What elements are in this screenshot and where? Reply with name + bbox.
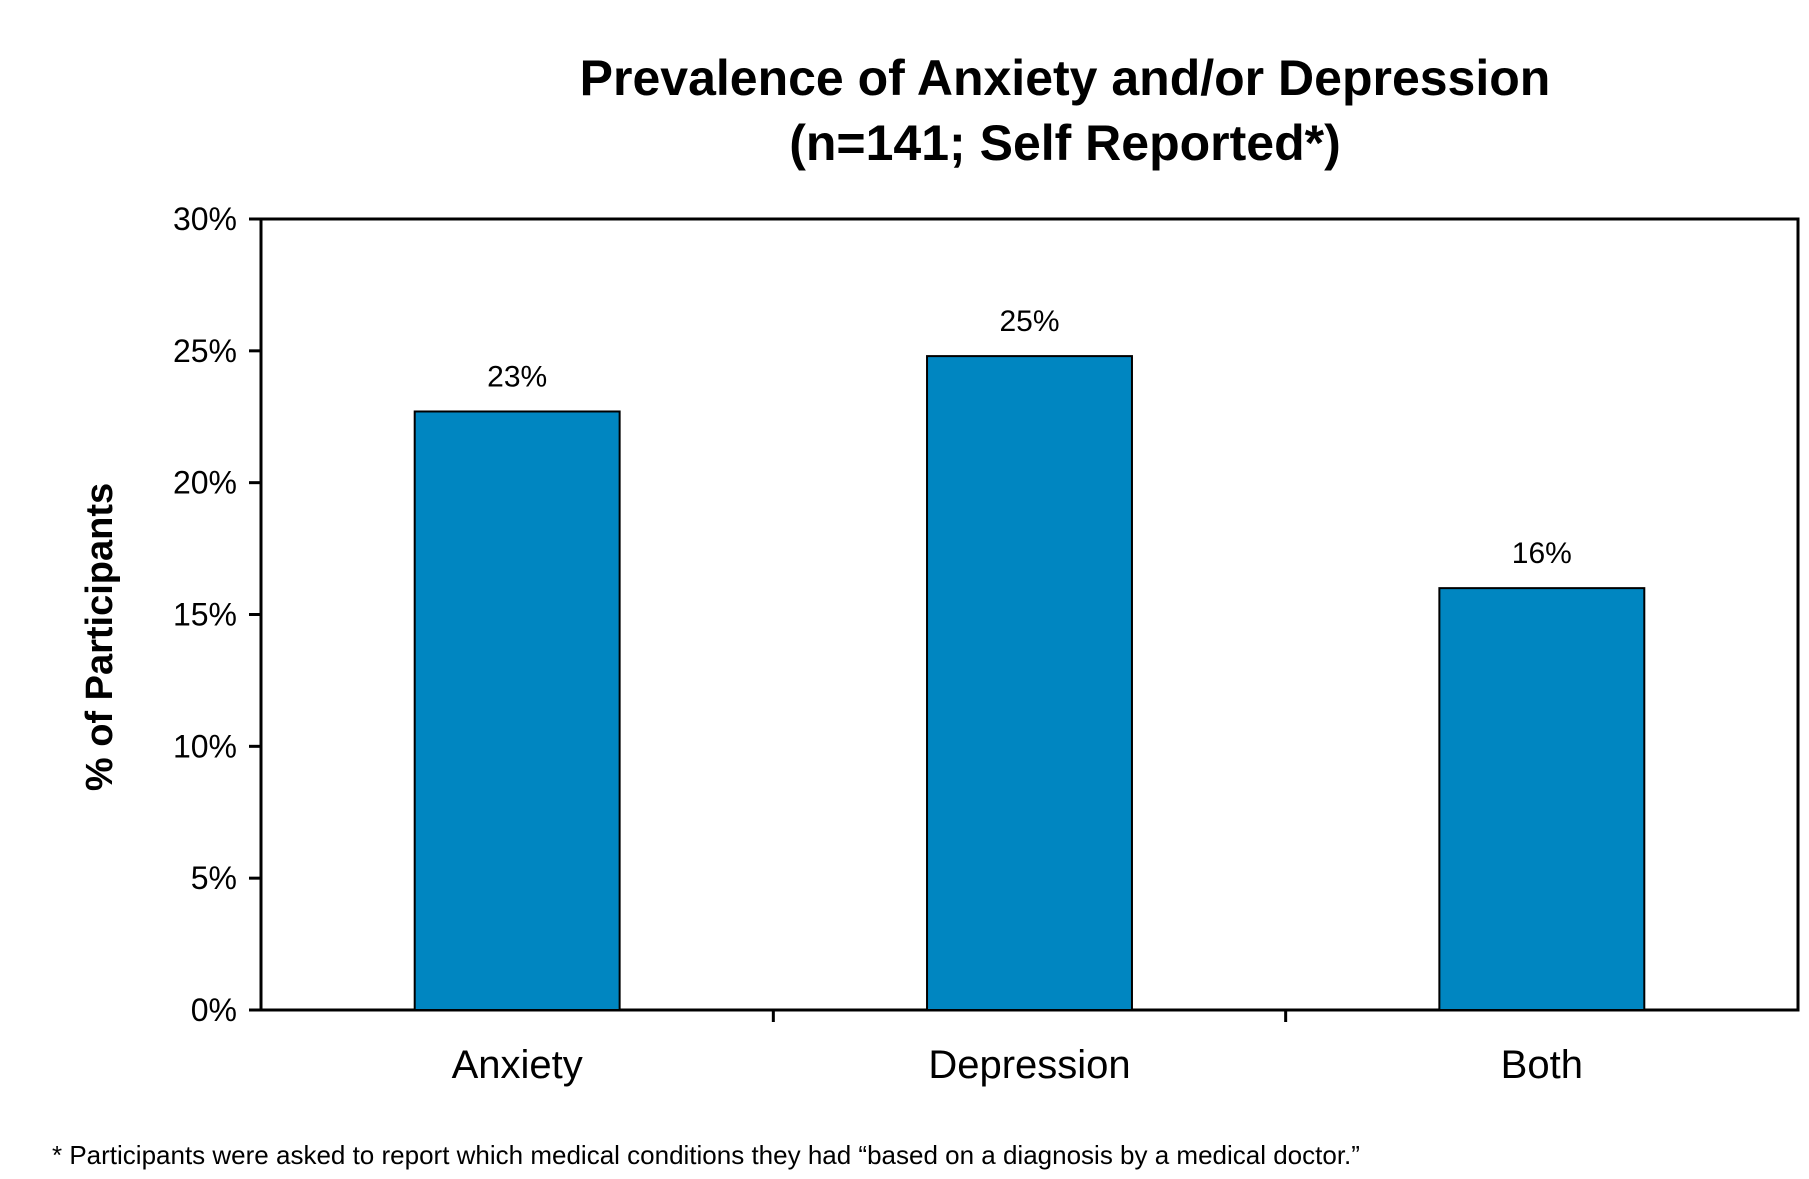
data-label: 16%	[1512, 537, 1572, 570]
footnote: * Participants were asked to report whic…	[52, 1140, 1360, 1170]
bar-depression	[926, 355, 1133, 1011]
data-label: 25%	[999, 305, 1059, 338]
chart-subtitle: (n=141; Self Reported*)	[789, 115, 1341, 171]
y-tick-label: 10%	[173, 728, 237, 764]
chart-title: Prevalence of Anxiety and/or Depression	[580, 50, 1551, 106]
data-label: 23%	[487, 360, 547, 393]
x-category-label: Both	[1501, 1043, 1583, 1087]
x-category-label: Anxiety	[452, 1043, 583, 1087]
y-tick-label: 0%	[191, 992, 237, 1028]
y-tick-label: 15%	[173, 597, 237, 633]
y-axis-label: % of Participants	[79, 483, 121, 791]
y-tick-label: 5%	[191, 860, 237, 896]
x-category-label: Depression	[928, 1043, 1130, 1087]
plot-area: 0% 5% 10% 15% 20% 25% 30% 23% Anxiety 25% Depressi…	[173, 201, 1800, 1087]
y-tick-label: 30%	[173, 201, 237, 237]
bar-anxiety	[413, 410, 621, 1011]
bar-both	[1438, 587, 1646, 1012]
y-tick-label: 20%	[173, 465, 237, 501]
y-tick-label: 25%	[173, 333, 237, 369]
